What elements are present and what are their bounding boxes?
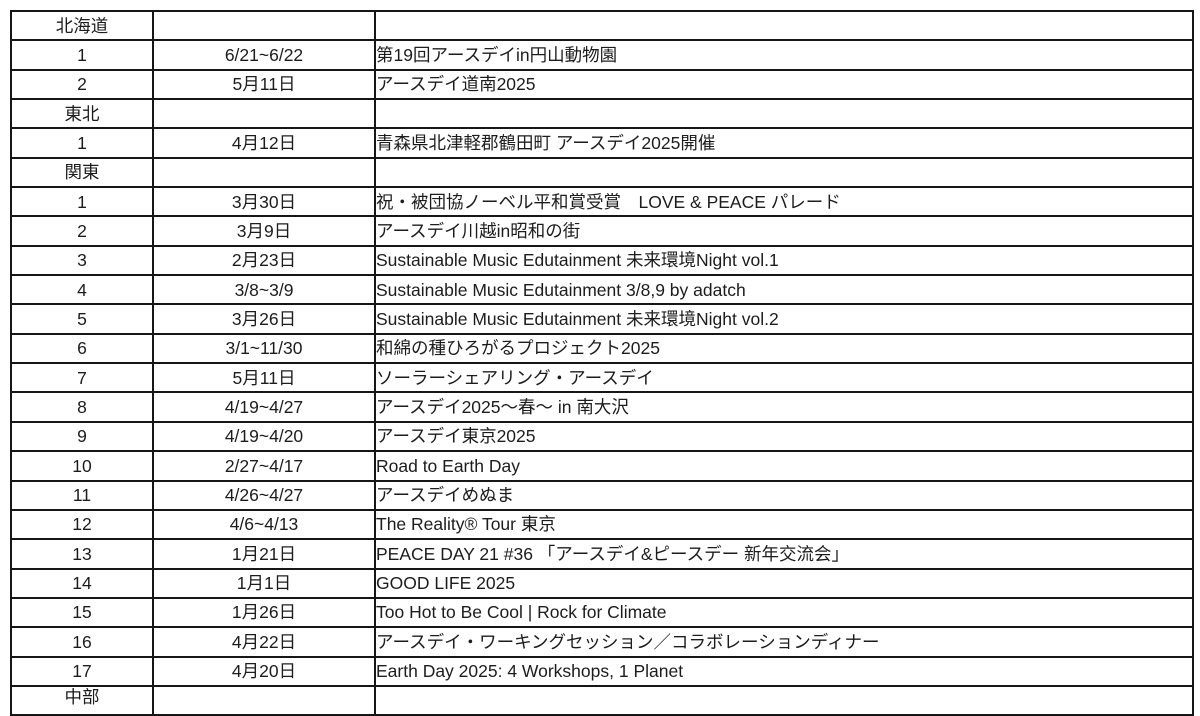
event-date-cell: 3/8~3/9 [152,274,376,306]
region-label-cell: 北海道 [10,9,154,42]
event-date-cell [152,98,376,130]
region-label-cell: 関東 [10,156,154,189]
event-title-cell: Earth Day 2025: 4 Workshops, 1 Planet [374,655,1194,687]
event-title-cell: アースデイめぬま [374,479,1194,511]
event-row: 2 3月9日 アースデイ川越in昭和の街 [10,215,1194,247]
event-date-cell: 4月20日 [152,655,376,687]
event-date-cell: 3月30日 [152,186,376,218]
event-row: 17 4月20日 Earth Day 2025: 4 Workshops, 1 Pl… [10,655,1194,687]
event-title-cell: Sustainable Music Edutainment 3/8,9 by a… [374,274,1194,306]
event-date-cell: 6/21~6/22 [152,39,376,71]
event-date-cell: 2/27~4/17 [152,450,376,482]
event-date-cell: 1月21日 [152,538,376,570]
row-number-cell: 2 [10,215,154,247]
event-row: 1 3月30日 祝・被団協ノーベル平和賞受賞 LOVE & PEACE パレード [10,186,1194,218]
event-date-cell: 3月9日 [152,215,376,247]
event-row: 14 1月1日 GOOD LIFE 2025 [10,567,1194,599]
event-date-cell [152,684,376,716]
row-number-cell: 6 [10,332,154,365]
row-number-cell: 1 [10,127,154,159]
event-title-cell: アースデイ・ワーキングセッション／コラボレーションディナー [374,626,1194,658]
event-title-cell: Sustainable Music Edutainment 未来環境Night … [374,244,1194,277]
event-row: 8 4/19~4/27 アースデイ2025～春～ in 南大沢 [10,391,1194,423]
event-title-cell: Too Hot to Be Cool | Rock for Climate [374,596,1194,629]
event-title-cell [374,156,1194,189]
event-row: 15 1月26日 Too Hot to Be Cool | Rock for Cli… [10,596,1194,629]
event-title-cell: 青森県北津軽郡鶴田町 アースデイ2025開催 [374,127,1194,159]
event-date-cell: 4月12日 [152,127,376,159]
row-number-cell: 10 [10,450,154,482]
event-date-cell [152,9,376,42]
row-number-cell: 2 [10,68,154,101]
event-row: 11 4/26~4/27 アースデイめぬま [10,479,1194,511]
event-row: 5 3月26日 Sustainable Music Edutainment 未来環境… [10,303,1194,335]
event-title-cell: The Reality® Tour 東京 [374,508,1194,541]
section-row: 北海道 [10,9,1194,42]
event-date-cell: 2月23日 [152,244,376,277]
event-row: 7 5月11日 ソーラーシェアリング・アースデイ [10,362,1194,394]
event-row: 6 3/1~11/30 和綿の種ひろがるプロジェクト2025 [10,332,1194,365]
row-number-cell: 1 [10,186,154,218]
document-page: 北海道 1 6/21~6/22 第19回アースデイin円山動物園 2 5月11日 アースデイ… [10,9,1194,716]
event-title-cell [374,98,1194,130]
event-date-cell: 4月22日 [152,626,376,658]
event-title-cell: アースデイ2025～春～ in 南大沢 [374,391,1194,423]
event-row: 1 4月12日 青森県北津軽郡鶴田町 アースデイ2025開催 [10,127,1194,159]
region-label-cell: 中部 [10,684,154,716]
row-number-cell: 16 [10,626,154,658]
event-title-cell: アースデイ道南2025 [374,68,1194,101]
event-row: 13 1月21日 PEACE DAY 21 #36 「アースデイ&ピースデー 新年交… [10,538,1194,570]
event-title-cell: Road to Earth Day [374,450,1194,482]
event-row: 1 6/21~6/22 第19回アースデイin円山動物園 [10,39,1194,71]
row-number-cell: 15 [10,596,154,629]
section-row: 中部 [10,684,1194,716]
section-row: 東北 [10,98,1194,130]
row-number-cell: 12 [10,508,154,541]
event-title-cell: GOOD LIFE 2025 [374,567,1194,599]
event-title-cell: PEACE DAY 21 #36 「アースデイ&ピースデー 新年交流会」 [374,538,1194,570]
event-title-cell: Sustainable Music Edutainment 未来環境Night … [374,303,1194,335]
event-row: 9 4/19~4/20 アースデイ東京2025 [10,420,1194,453]
row-number-cell: 14 [10,567,154,599]
event-row: 3 2月23日 Sustainable Music Edutainment 未来環境… [10,244,1194,277]
event-date-cell: 4/19~4/27 [152,391,376,423]
row-number-cell: 13 [10,538,154,570]
row-number-cell: 17 [10,655,154,687]
event-date-cell: 3/1~11/30 [152,332,376,365]
earth-day-events-table: 北海道 1 6/21~6/22 第19回アースデイin円山動物園 2 5月11日 アースデイ… [10,9,1194,716]
event-date-cell: 3月26日 [152,303,376,335]
event-date-cell [152,156,376,189]
region-label-cell: 東北 [10,98,154,130]
row-number-cell: 1 [10,39,154,71]
event-row: 4 3/8~3/9 Sustainable Music Edutainment 3/… [10,274,1194,306]
event-date-cell: 4/19~4/20 [152,420,376,453]
event-row: 2 5月11日 アースデイ道南2025 [10,68,1194,101]
event-date-cell: 1月1日 [152,567,376,599]
row-number-cell: 5 [10,303,154,335]
event-title-cell: アースデイ東京2025 [374,420,1194,453]
event-title-cell: 祝・被団協ノーベル平和賞受賞 LOVE & PEACE パレード [374,186,1194,218]
event-date-cell: 4/6~4/13 [152,508,376,541]
event-title-cell: ソーラーシェアリング・アースデイ [374,362,1194,394]
event-date-cell: 5月11日 [152,68,376,101]
event-title-cell: アースデイ川越in昭和の街 [374,215,1194,247]
row-number-cell: 7 [10,362,154,394]
row-number-cell: 8 [10,391,154,423]
row-number-cell: 4 [10,274,154,306]
event-date-cell: 4/26~4/27 [152,479,376,511]
event-title-cell [374,9,1194,42]
event-title-cell [374,684,1194,716]
row-number-cell: 9 [10,420,154,453]
event-date-cell: 1月26日 [152,596,376,629]
events-tbody: 北海道 1 6/21~6/22 第19回アースデイin円山動物園 2 5月11日 アースデイ… [10,9,1194,716]
event-row: 16 4月22日 アースデイ・ワーキングセッション／コラボレーションディナー [10,626,1194,658]
row-number-cell: 11 [10,479,154,511]
event-row: 10 2/27~4/17 Road to Earth Day [10,450,1194,482]
event-date-cell: 5月11日 [152,362,376,394]
event-title-cell: 第19回アースデイin円山動物園 [374,39,1194,71]
event-title-cell: 和綿の種ひろがるプロジェクト2025 [374,332,1194,365]
section-row: 関東 [10,156,1194,189]
row-number-cell: 3 [10,244,154,277]
event-row: 12 4/6~4/13 The Reality® Tour 東京 [10,508,1194,541]
